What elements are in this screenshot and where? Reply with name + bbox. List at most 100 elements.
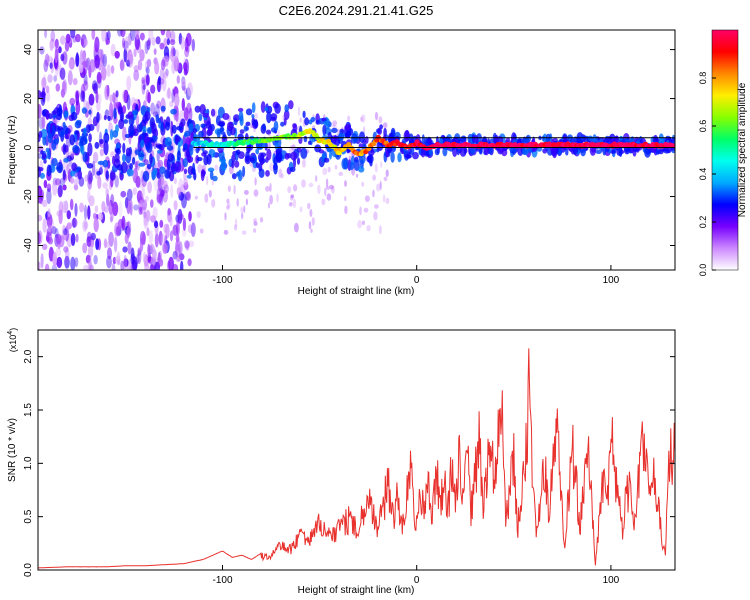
spectrogram-cell bbox=[75, 54, 80, 67]
spectrogram-cell bbox=[294, 222, 299, 233]
spectrogram-cell bbox=[122, 37, 125, 49]
spectrogram-cell bbox=[44, 263, 50, 270]
spectrogram-cell bbox=[73, 178, 79, 186]
spectrogram-y-label: Frequency (Hz) bbox=[7, 116, 18, 185]
spectrogram-cell bbox=[238, 107, 244, 113]
spectrogram-cell bbox=[390, 127, 396, 138]
spectrogram-cell bbox=[302, 110, 306, 119]
x-tick-label: 100 bbox=[603, 575, 620, 586]
spectrogram-cell bbox=[290, 151, 298, 161]
spectrogram-cell bbox=[332, 123, 336, 128]
spectrogram-cell bbox=[165, 68, 169, 77]
spectrogram-cell bbox=[156, 172, 161, 179]
spectrogram-cell bbox=[194, 105, 201, 113]
y-tick-label: 0.5 bbox=[23, 509, 34, 523]
spectrogram-cell bbox=[82, 60, 87, 69]
spectrogram-cell bbox=[157, 177, 162, 188]
spectrogram-cell bbox=[83, 80, 89, 91]
spectrogram-cell bbox=[245, 121, 251, 127]
spectrogram-marks bbox=[38, 30, 675, 270]
spectrogram-cell bbox=[233, 224, 238, 231]
spectrogram-cell bbox=[260, 101, 266, 113]
spectrogram-cell bbox=[86, 231, 92, 243]
spectrogram-cell bbox=[39, 189, 45, 201]
spectrogram-cell bbox=[226, 198, 230, 204]
spectrogram-cell bbox=[183, 178, 189, 186]
spectrogram-cell bbox=[99, 138, 104, 145]
spectrogram-cell bbox=[344, 180, 347, 187]
spectrogram-cell bbox=[181, 78, 186, 87]
spectrogram-cell bbox=[332, 120, 338, 126]
spectrogram-cell bbox=[299, 117, 303, 123]
spectrogram-cell bbox=[150, 215, 156, 223]
spectrogram-cell bbox=[134, 149, 141, 156]
spectrogram-cell bbox=[188, 211, 192, 222]
spectrogram-cell bbox=[361, 181, 365, 187]
spectrogram-cell bbox=[139, 122, 143, 132]
spectrogram-cell bbox=[237, 169, 243, 182]
spectrogram-cell bbox=[66, 164, 70, 175]
spectrogram-cell bbox=[127, 241, 132, 255]
spectrogram-cell bbox=[206, 128, 213, 136]
spectrogram-cell bbox=[170, 108, 178, 115]
spectrogram-cell bbox=[88, 109, 92, 115]
spectrogram-cell bbox=[70, 30, 76, 39]
spectrogram-cell bbox=[460, 135, 467, 143]
spectrogram-cell bbox=[115, 90, 119, 98]
spectrogram-cell bbox=[41, 77, 47, 90]
spectrogram-cell bbox=[184, 130, 191, 137]
spectrogram-cell bbox=[304, 117, 309, 126]
spectrogram-cell bbox=[176, 187, 182, 196]
spectrogram-cell bbox=[40, 253, 44, 269]
spectrogram-cell bbox=[45, 85, 50, 94]
spectrogram-cell bbox=[81, 51, 86, 62]
spectrogram-cell bbox=[166, 145, 174, 151]
spectrogram-cell bbox=[276, 193, 279, 203]
spectrogram-cell bbox=[105, 170, 110, 180]
spectrogram-cell bbox=[187, 165, 194, 176]
spectrogram-cell bbox=[38, 103, 42, 119]
spectrogram-cell bbox=[130, 30, 136, 41]
spectrogram-cell bbox=[192, 162, 196, 175]
spectrogram-cell bbox=[289, 166, 296, 173]
spectrogram-cell bbox=[74, 130, 79, 135]
spectrogram-cell bbox=[135, 175, 141, 188]
spectrogram-cell bbox=[528, 147, 532, 153]
spectrogram-cell bbox=[176, 126, 183, 131]
spectrogram-cell bbox=[60, 53, 65, 62]
spectrogram-cell bbox=[149, 243, 155, 255]
spectrogram-cell bbox=[180, 260, 184, 270]
spectrogram-cell bbox=[253, 218, 257, 223]
spectrogram-cell bbox=[131, 256, 138, 270]
spectrogram-cell bbox=[94, 141, 100, 149]
spectrogram-cell bbox=[95, 90, 99, 104]
spectrogram-cell bbox=[50, 226, 57, 235]
colorbar-tick-label: 0.8 bbox=[698, 72, 708, 85]
spectrogram-cell bbox=[182, 158, 188, 168]
spectrogram-cell bbox=[93, 254, 98, 265]
spectrogram-cell bbox=[241, 230, 247, 235]
spectrogram-cell bbox=[350, 133, 358, 144]
spectrogram-cell bbox=[163, 37, 168, 49]
spectrogram-cell bbox=[46, 213, 53, 229]
spectrogram-cell bbox=[142, 251, 147, 264]
spectrogram-cell bbox=[151, 36, 156, 46]
spectrogram-cell bbox=[541, 135, 545, 142]
spectrogram-cell bbox=[144, 110, 151, 122]
spectrogram-cell bbox=[159, 186, 166, 198]
spectrogram-cell bbox=[42, 243, 48, 250]
spectrogram-cell bbox=[115, 255, 121, 265]
spectrogram-cell bbox=[126, 50, 133, 66]
snr-y-label: SNR (10 * v/v) bbox=[7, 418, 18, 482]
spectrogram-cell bbox=[154, 61, 160, 75]
spectrogram-cell bbox=[169, 230, 174, 242]
spectrogram-cell bbox=[106, 193, 110, 207]
spectrogram-cell bbox=[47, 74, 53, 83]
spectrogram-cell bbox=[258, 162, 263, 172]
spectrogram-cell bbox=[191, 38, 195, 52]
spectrogram-cell bbox=[40, 128, 48, 140]
spectrogram-cell bbox=[128, 124, 135, 137]
spectrogram-cell bbox=[109, 102, 113, 117]
spectrogram-cell bbox=[147, 37, 151, 47]
